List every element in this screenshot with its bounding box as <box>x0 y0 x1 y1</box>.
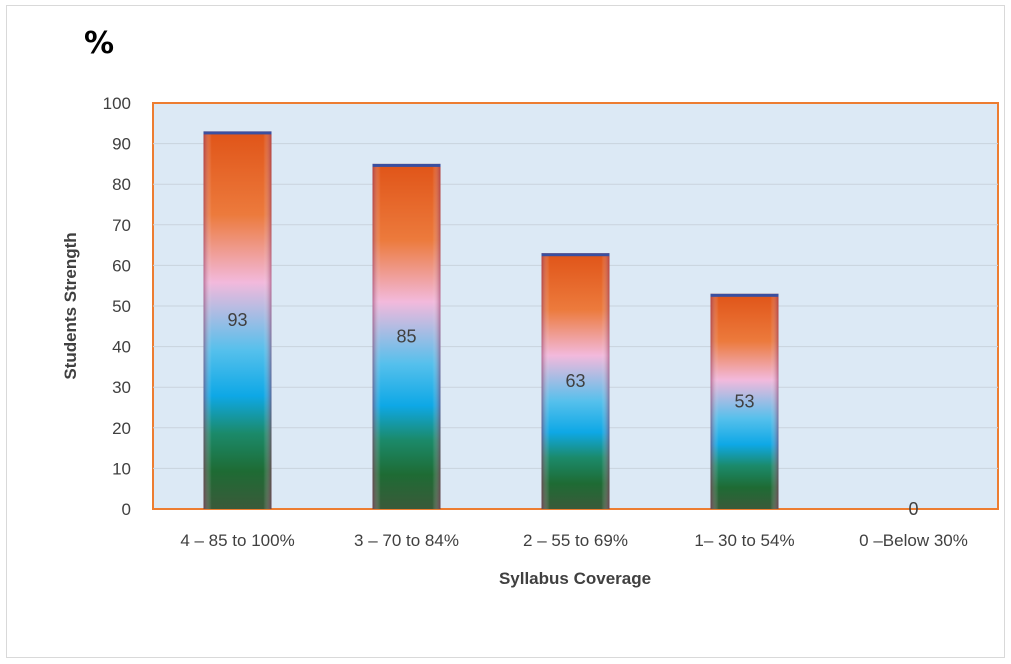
bar-shading <box>203 131 272 510</box>
data-label: 85 <box>396 326 416 346</box>
y-tick-label: 70 <box>112 216 131 235</box>
bar-cap <box>203 131 272 135</box>
bar-cap <box>372 163 441 167</box>
bar-cap <box>710 293 779 297</box>
chart-title: % <box>84 26 114 61</box>
bar-cap <box>541 253 610 257</box>
x-tick-label: 2 – 55 to 69% <box>523 531 628 550</box>
y-tick-label: 80 <box>112 175 131 194</box>
data-label: 0 <box>908 499 918 519</box>
y-tick-label: 30 <box>112 378 131 397</box>
x-tick-label: 3 – 70 to 84% <box>354 531 459 550</box>
bar-shading <box>710 293 779 509</box>
x-tick-label: 4 – 85 to 100% <box>180 531 294 550</box>
bar-shading <box>372 163 441 509</box>
bar-shading <box>541 253 610 509</box>
y-tick-label: 0 <box>122 500 131 519</box>
y-tick-label: 100 <box>103 94 131 113</box>
y-axis-title: Students Strength <box>61 232 80 379</box>
data-label: 53 <box>734 391 754 411</box>
x-tick-label: 0 –Below 30% <box>859 531 968 550</box>
data-label: 93 <box>227 310 247 330</box>
y-tick-label: 50 <box>112 297 131 316</box>
y-tick-label: 20 <box>112 419 131 438</box>
y-tick-label: 40 <box>112 338 131 357</box>
x-axis-title: Syllabus Coverage <box>499 569 651 588</box>
y-tick-label: 90 <box>112 135 131 154</box>
y-tick-label: 60 <box>112 256 131 275</box>
y-tick-label: 10 <box>112 459 131 478</box>
data-label: 63 <box>565 371 585 391</box>
x-tick-label: 1– 30 to 54% <box>694 531 794 550</box>
